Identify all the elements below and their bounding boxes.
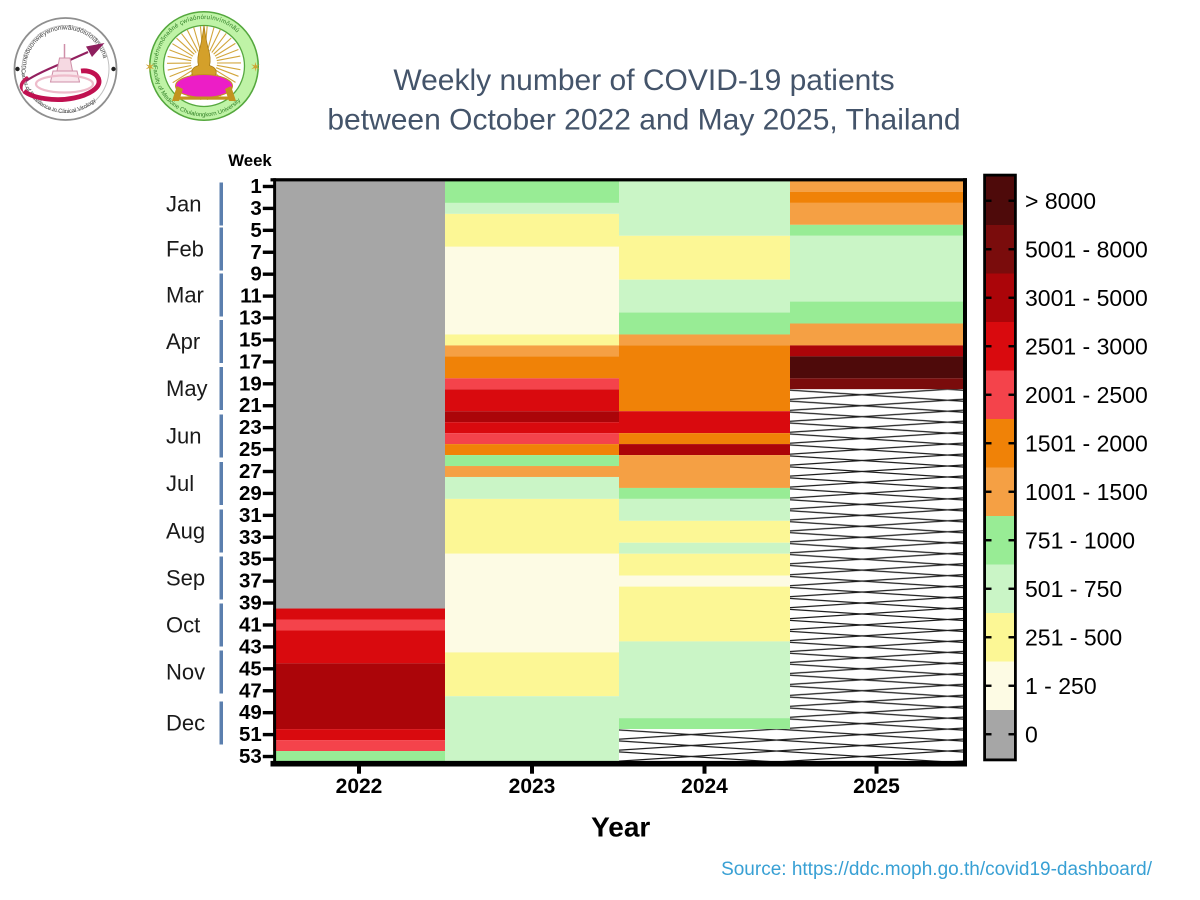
svg-text:1 - 250: 1 - 250	[1025, 673, 1097, 699]
svg-text:37: 37	[239, 570, 262, 593]
svg-text:2501 - 3000: 2501 - 3000	[1025, 333, 1148, 359]
svg-text:Aug: Aug	[166, 519, 205, 544]
svg-text:Nov: Nov	[166, 660, 205, 685]
svg-text:21: 21	[239, 394, 262, 417]
svg-text:3001 - 5000: 3001 - 5000	[1025, 285, 1148, 311]
svg-text:35: 35	[239, 548, 262, 571]
svg-text:25: 25	[239, 438, 262, 461]
svg-text:Oct: Oct	[166, 613, 200, 638]
svg-text:1001 - 1500: 1001 - 1500	[1025, 479, 1148, 505]
svg-text:15: 15	[239, 328, 262, 351]
svg-text:29: 29	[239, 482, 262, 505]
svg-text:Mar: Mar	[166, 283, 204, 308]
svg-text:27: 27	[239, 460, 262, 483]
svg-text:✶: ✶	[250, 60, 261, 75]
svg-text:1: 1	[250, 175, 261, 198]
svg-text:2001 - 2500: 2001 - 2500	[1025, 382, 1148, 408]
svg-text:Dec: Dec	[166, 711, 205, 736]
svg-text:1501 - 2000: 1501 - 2000	[1025, 430, 1148, 456]
svg-text:9: 9	[250, 263, 261, 286]
svg-text:33: 33	[239, 526, 262, 549]
svg-text:2025: 2025	[853, 775, 900, 798]
svg-text:17: 17	[239, 350, 262, 373]
svg-text:Jun: Jun	[166, 424, 201, 449]
svg-text:between October 2022 and May 2: between October 2022 and May 2025, Thail…	[327, 104, 960, 137]
svg-text:2022: 2022	[336, 775, 383, 798]
svg-text:Sep: Sep	[166, 566, 205, 591]
svg-text:> 8000: > 8000	[1025, 188, 1096, 214]
svg-text:2023: 2023	[509, 775, 556, 798]
svg-text:Year: Year	[591, 812, 650, 843]
svg-text:5: 5	[250, 219, 261, 242]
svg-text:Weekly number of COVID-19 pati: Weekly number of COVID-19 patients	[393, 64, 894, 97]
svg-text:11: 11	[240, 285, 262, 308]
svg-text:49: 49	[239, 701, 262, 724]
svg-text:Source: https://ddc.moph.go.th: Source: https://ddc.moph.go.th/covid19-d…	[721, 859, 1153, 880]
svg-text:19: 19	[239, 372, 262, 395]
svg-text:39: 39	[239, 592, 262, 615]
svg-text:5001 - 8000: 5001 - 8000	[1025, 236, 1148, 262]
svg-text:45: 45	[239, 657, 262, 680]
svg-text:751 - 1000: 751 - 1000	[1025, 527, 1135, 553]
svg-text:7: 7	[250, 241, 261, 264]
svg-text:13: 13	[239, 307, 262, 330]
svg-text:Apr: Apr	[166, 329, 200, 354]
svg-text:51: 51	[239, 723, 262, 746]
svg-text:Jul: Jul	[166, 471, 194, 496]
svg-text:2024: 2024	[681, 775, 728, 798]
svg-text:251 - 500: 251 - 500	[1025, 624, 1122, 650]
svg-text:43: 43	[239, 635, 262, 658]
svg-text:Feb: Feb	[166, 237, 204, 262]
svg-text:47: 47	[239, 679, 262, 702]
svg-text:Week: Week	[228, 151, 272, 170]
svg-text:✶: ✶	[145, 60, 156, 75]
svg-text:23: 23	[239, 416, 262, 439]
svg-text:May: May	[166, 376, 208, 401]
svg-text:501 - 750: 501 - 750	[1025, 576, 1122, 602]
svg-text:41: 41	[239, 613, 262, 636]
svg-text:Jan: Jan	[166, 192, 201, 217]
svg-text:53: 53	[239, 745, 262, 768]
svg-text:0: 0	[1025, 721, 1038, 747]
svg-text:31: 31	[239, 504, 262, 527]
svg-text:3: 3	[250, 197, 261, 220]
